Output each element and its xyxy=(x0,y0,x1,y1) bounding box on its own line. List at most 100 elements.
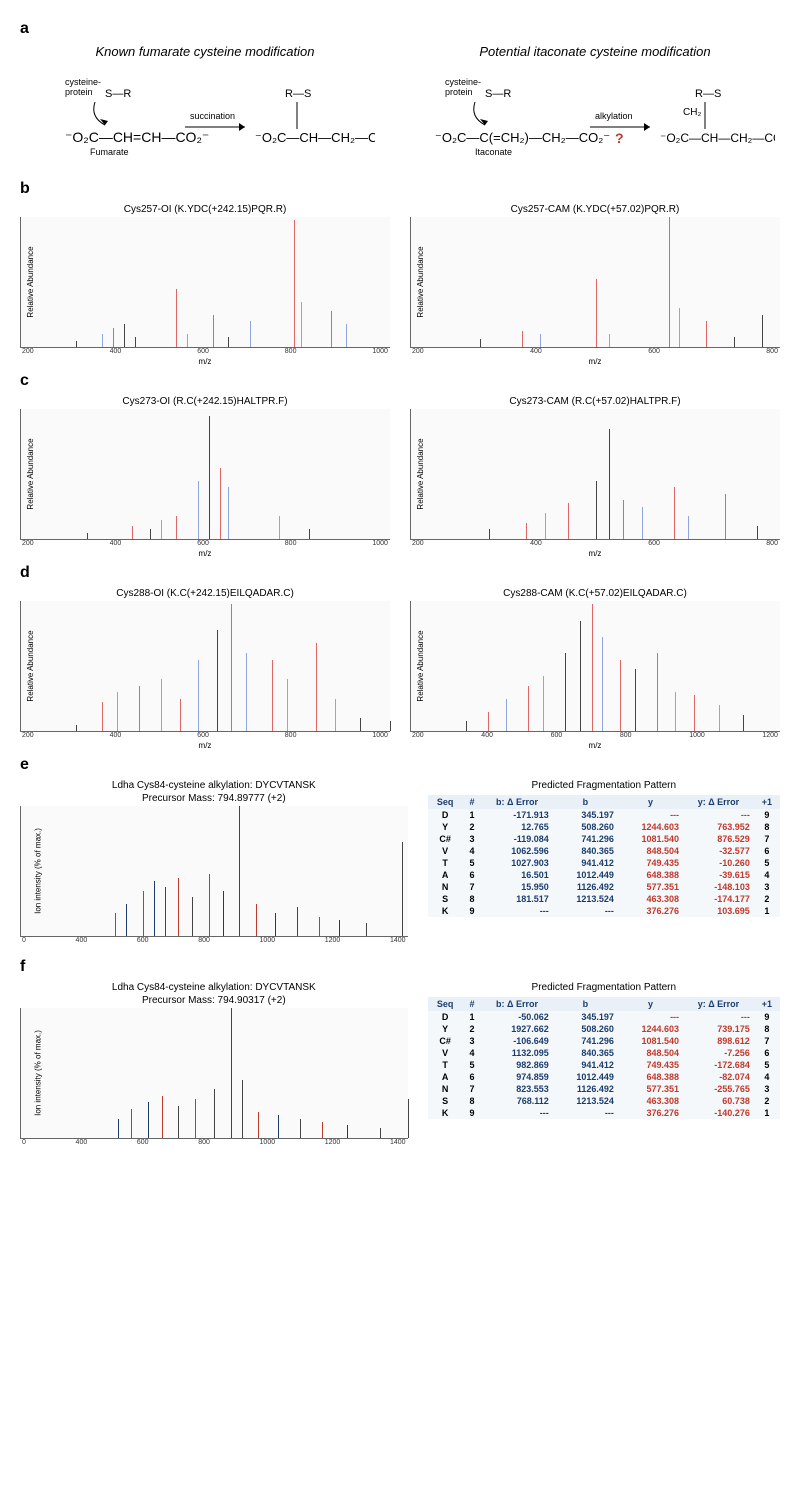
spectrum-plot: Relative Abundance xyxy=(20,409,390,540)
spectrum-peak xyxy=(489,529,490,539)
frag-row: D1-171.913345.197------9 xyxy=(428,809,780,821)
sr-left: S—R xyxy=(105,88,131,100)
panel-f-table-title: Predicted Fragmentation Pattern xyxy=(428,982,780,993)
spectrum-peak xyxy=(688,516,689,539)
frag-cell: 941.412 xyxy=(553,857,618,869)
spectrum-peak xyxy=(609,429,610,540)
frag-row: N715.9501126.492577.351-148.1033 xyxy=(428,881,780,893)
spectrum-peak xyxy=(366,923,367,936)
spectrum-peak xyxy=(162,1096,163,1138)
frag-header: Seq xyxy=(428,795,463,809)
frag-cell: 345.197 xyxy=(553,809,618,821)
spectrum-peak xyxy=(675,692,676,731)
spectrum-peak xyxy=(195,1099,196,1138)
frag-cell: 9 xyxy=(463,1107,482,1119)
xlabel: m/z xyxy=(20,357,390,366)
spectrum-peak xyxy=(214,1089,215,1138)
xtick: 800 xyxy=(285,348,297,355)
xtick: 1000 xyxy=(372,540,388,547)
frag-cell: 5 xyxy=(754,857,780,869)
panel-f-plot: Ion intensity (% of max.) xyxy=(20,1008,408,1139)
frag-cell: C# xyxy=(428,833,463,845)
xtick: 600 xyxy=(648,540,660,547)
spectrum-peak xyxy=(148,1102,149,1138)
panel-a-left: Known fumarate cysteine modification cys… xyxy=(20,44,390,162)
panel-c-right: Cys273-CAM (R.C(+57.02)HALTPR.F)Relative… xyxy=(410,396,780,558)
spectrum-peak xyxy=(635,669,636,731)
spectrum-peak xyxy=(346,324,347,347)
spectrum-peak xyxy=(239,806,240,936)
frag-cell: 763.952 xyxy=(683,821,754,833)
spectrum-peak xyxy=(113,328,114,348)
frag-row: S8768.1121213.524463.30860.7382 xyxy=(428,1095,780,1107)
frag-cell: 1081.540 xyxy=(618,1035,683,1047)
xtick: 1200 xyxy=(325,937,341,944)
frag-cell: 1132.095 xyxy=(481,1047,552,1059)
spectrum-peak xyxy=(543,676,544,731)
panel-c-pair: Cys273-OI (R.C(+242.15)HALTPR.F) Relative… xyxy=(20,396,780,558)
frag-cell: 1081.540 xyxy=(618,833,683,845)
spectrum-peak xyxy=(161,520,162,540)
frag-cell: 741.296 xyxy=(553,833,618,845)
rxn-label-left: succination xyxy=(190,111,235,121)
spectrum-peak xyxy=(402,842,403,936)
spectrum-peak xyxy=(706,321,707,347)
frag-row: D1-50.062345.197------9 xyxy=(428,1011,780,1023)
frag-cell: 982.869 xyxy=(481,1059,552,1071)
xtick: 1200 xyxy=(325,1139,341,1146)
frag-cell: 1012.449 xyxy=(553,869,618,881)
spectrum-peak xyxy=(139,686,140,732)
spectrum-plot: Relative Abundance xyxy=(410,217,780,348)
xtick: 600 xyxy=(197,348,209,355)
xlabel: m/z xyxy=(410,357,780,366)
frag-cell: 741.296 xyxy=(553,1035,618,1047)
product-sr-right: R—S xyxy=(695,88,721,100)
spectrum-peak xyxy=(294,220,295,347)
frag-cell: 648.388 xyxy=(618,1071,683,1083)
frag-cell: S xyxy=(428,893,463,905)
frag-cell: 9 xyxy=(754,1011,780,1023)
frag-cell: C# xyxy=(428,1035,463,1047)
protein-label-right: protein xyxy=(445,87,473,97)
xtick: 400 xyxy=(481,732,493,739)
spectrum-peak xyxy=(220,468,221,540)
frag-cell: S xyxy=(428,1095,463,1107)
xtick: 600 xyxy=(551,732,563,739)
question-mark: ? xyxy=(615,130,624,146)
spectrum-peak xyxy=(657,653,658,731)
spectrum-peak xyxy=(309,529,310,539)
frag-cell: N xyxy=(428,1083,463,1095)
frag-header: +1 xyxy=(754,997,780,1011)
spectrum-peak xyxy=(316,643,317,731)
frag-cell: 1027.903 xyxy=(481,857,552,869)
frag-cell: 376.276 xyxy=(618,1107,683,1119)
spectrum-peak xyxy=(258,1112,259,1138)
xtick: 400 xyxy=(530,348,542,355)
spectrum-peak xyxy=(602,637,603,731)
xlabel: m/z xyxy=(410,741,780,750)
panel-f-xticks: 0400600800100012001400 xyxy=(20,1139,408,1146)
panel-e-precursor: Precursor Mass: 794.89777 (+2) xyxy=(20,793,408,804)
panel-a-label: a xyxy=(20,20,780,38)
frag-cell: -10.260 xyxy=(683,857,754,869)
spectrum-peak xyxy=(275,913,276,936)
spectrum-title: Cys273-OI (R.C(+242.15)HALTPR.F) xyxy=(20,396,390,407)
panel-b-right: Cys257-CAM (K.YDC(+57.02)PQR.R)Relative … xyxy=(410,204,780,366)
frag-row: A616.5011012.449648.388-39.6154 xyxy=(428,869,780,881)
spectrum-peak xyxy=(76,341,77,348)
frag-cell: 3 xyxy=(463,833,482,845)
frag-cell: D xyxy=(428,809,463,821)
panel-e-spectrum: Ldha Cys84-cysteine alkylation: DYCVTANS… xyxy=(20,780,408,944)
spectrum-peak xyxy=(124,324,125,347)
frag-cell: N xyxy=(428,881,463,893)
xtick: 800 xyxy=(766,540,778,547)
xtick: 1000 xyxy=(260,1139,276,1146)
panel-a-right: Potential itaconate cysteine modificatio… xyxy=(410,44,780,162)
spectrum-peak xyxy=(165,887,166,936)
xtick: 200 xyxy=(412,540,424,547)
panel-b-label: b xyxy=(20,180,780,198)
frag-row: V41062.596840.365848.504-32.5776 xyxy=(428,845,780,857)
frag-cell: 508.260 xyxy=(553,821,618,833)
xtick: 600 xyxy=(137,937,149,944)
frag-header: y: Δ Error xyxy=(683,997,754,1011)
